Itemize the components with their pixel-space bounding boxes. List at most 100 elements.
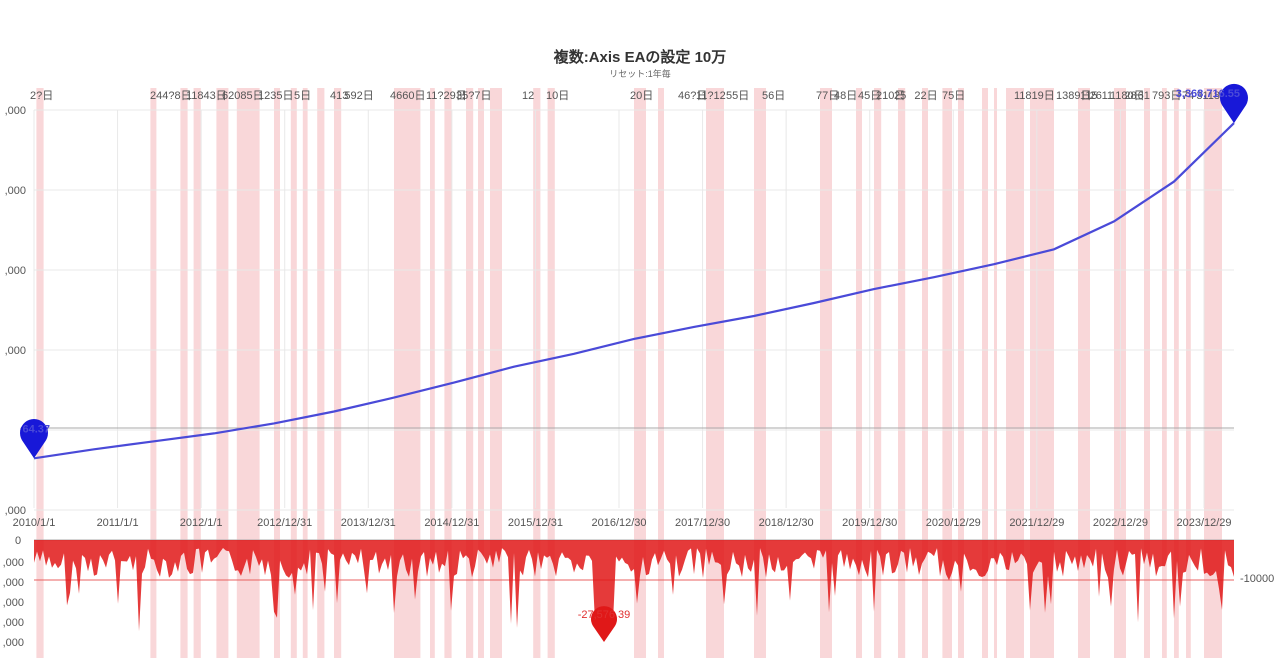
- top-label: 46?日: [678, 90, 707, 102]
- drawdown-y-tick-label: ,000: [3, 597, 24, 609]
- stagnation-band: [444, 88, 452, 658]
- top-label: 413: [330, 90, 348, 102]
- stagnation-band: [36, 88, 44, 658]
- stagnation-band: [1078, 88, 1090, 658]
- top-label: 56日: [762, 90, 785, 102]
- drawdown-y-tick-label: ,000: [3, 577, 24, 589]
- drawdown-area: [34, 540, 1234, 632]
- stagnation-band: [994, 88, 997, 658]
- y-tick-label: ,000: [5, 345, 26, 357]
- x-tick-label: 2021/12/29: [1009, 517, 1064, 529]
- stagnation-band: [922, 88, 928, 658]
- drawdown-y-tick-label: ,000: [3, 557, 24, 569]
- stagnation-band: [334, 88, 342, 658]
- top-label: 12: [522, 90, 534, 102]
- drawdown-zero-label: 0: [15, 535, 21, 547]
- top-label: 10日: [546, 90, 569, 102]
- stagnation-band: [466, 88, 474, 658]
- drawdown-min-label: -27,576.39: [578, 609, 631, 621]
- stagnation-band: [754, 88, 766, 658]
- stagnation-band: [1162, 88, 1167, 658]
- drawdown-min-marker-icon: [591, 606, 618, 642]
- drawdown-y-tick-label: ,000: [3, 637, 24, 649]
- stagnation-band: [478, 88, 484, 658]
- x-tick-label: 2019/12/30: [842, 517, 897, 529]
- top-label: 22日: [914, 90, 937, 102]
- stagnation-band: [706, 88, 724, 658]
- x-tick-label: 2014/12/31: [424, 517, 479, 529]
- stagnation-band: [274, 88, 280, 658]
- stagnation-band: [658, 88, 664, 658]
- stagnation-periods: [36, 88, 1222, 658]
- stagnation-band: [1186, 88, 1191, 658]
- chart-title: 複数:Axis EAの設定 10万: [553, 48, 727, 66]
- stagnation-band: [1204, 88, 1222, 658]
- end-value-label: 3,368,716.55: [1176, 88, 1240, 100]
- stagnation-band: [490, 88, 502, 658]
- x-tick-label: 2020/12/29: [926, 517, 981, 529]
- top-label: 62085日: [222, 90, 264, 102]
- y-tick-label: ,000: [5, 105, 26, 117]
- stagnation-band: [958, 88, 964, 658]
- top-label: 11: [1102, 90, 1113, 102]
- x-tick-label: 2011/1/1: [97, 517, 139, 529]
- stagnation-band: [290, 88, 297, 658]
- drawdown-y-tick-label: ,000: [3, 617, 24, 629]
- stagnation-band: [898, 88, 906, 658]
- top-label: 55日: [726, 90, 749, 102]
- stagnation-band: [236, 88, 260, 658]
- top-label: 75日: [942, 90, 965, 102]
- stagnation-band: [982, 88, 988, 658]
- drawdown-right-axis-label: -10000: [1240, 573, 1274, 585]
- top-label: 11843日: [186, 90, 227, 102]
- top-label: 45日: [858, 90, 881, 102]
- top-label: 11?29日: [426, 90, 467, 102]
- top-label: 210日: [876, 90, 905, 102]
- top-label: 77日: [816, 90, 839, 102]
- stagnation-band: [874, 88, 882, 658]
- stagnation-band: [820, 88, 832, 658]
- start-marker-icon: [19, 419, 48, 459]
- x-tick-label: 2022/12/29: [1093, 517, 1148, 529]
- x-tick-label: 2012/12/31: [257, 517, 312, 529]
- x-tick-label: 2013/12/31: [341, 517, 396, 529]
- drawdown-panel: -27,576.39 -10000 0 ,000 ,000 ,000 ,000 ,000: [3, 535, 1275, 649]
- stagnation-band: [942, 88, 952, 658]
- stagnation-band: [216, 88, 229, 658]
- end-marker-icon: [1220, 83, 1249, 124]
- x-tick-label: 2017/12/30: [675, 517, 730, 529]
- top-label: 74: [1182, 90, 1194, 102]
- stagnation-band: [1174, 88, 1179, 658]
- y-axis-ticks: ,000,000,000,0000,000: [5, 105, 26, 517]
- top-label: 793日: [1152, 90, 1181, 102]
- stagnation-band: [150, 88, 157, 658]
- top-label: 1389日: [1056, 90, 1091, 102]
- top-label: 11?12: [696, 90, 726, 102]
- x-tick-label: 2012/1/1: [180, 517, 223, 529]
- top-label: 4660日: [390, 90, 425, 102]
- stagnation-band: [856, 88, 862, 658]
- top-label: 1235日: [258, 90, 293, 102]
- equity-line: [33, 122, 1235, 460]
- equity-series: [33, 122, 1235, 460]
- top-label: 25: [894, 90, 906, 102]
- y-tick-label: ,000: [5, 505, 26, 517]
- top-label: 61: [1138, 90, 1150, 102]
- x-tick-label: 2015/12/31: [508, 517, 563, 529]
- stagnation-band: [1006, 88, 1024, 658]
- top-label: 26: [1090, 90, 1102, 102]
- stagnation-band: [1144, 88, 1150, 658]
- start-value-label: 64.37: [22, 423, 50, 435]
- equity-markers: 64.37 3,368,716.55: [19, 83, 1249, 459]
- stagnation-band: [430, 88, 435, 658]
- y-tick-label: ,000: [5, 265, 26, 277]
- top-label: 11819日: [1014, 90, 1055, 102]
- x-tick-label: 2023/12/29: [1176, 517, 1231, 529]
- top-label: 592日: [344, 90, 373, 102]
- top-label: 1180日: [1110, 90, 1145, 102]
- stagnation-band: [547, 88, 555, 658]
- stagnation-band: [302, 88, 308, 658]
- stagnation-band: [317, 88, 325, 658]
